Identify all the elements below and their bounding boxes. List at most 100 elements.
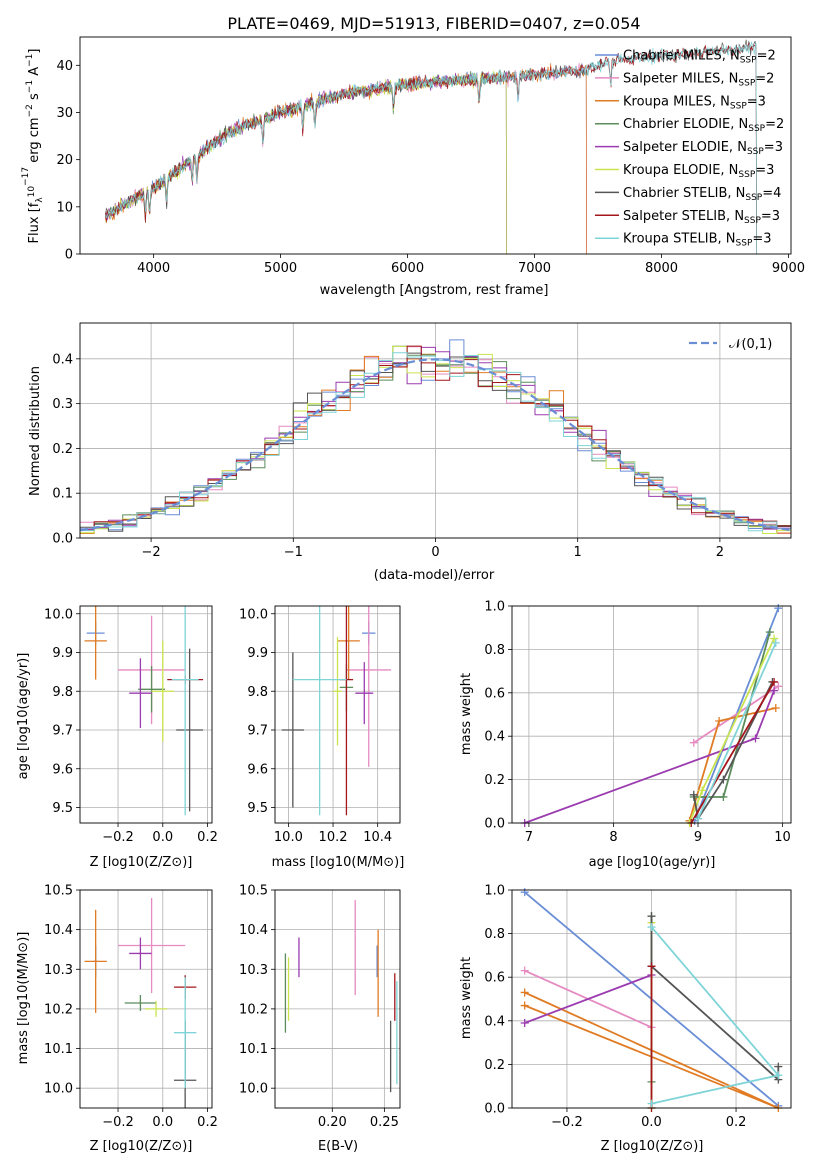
age_vs_mass-ytick-label: 9.6 xyxy=(247,762,268,777)
age_vs_Z-marks xyxy=(84,606,204,816)
massweight_vs_Z-marker xyxy=(647,962,656,971)
massz-xlabel: Z [log10(Z/Z⊙)] xyxy=(90,1139,193,1154)
massweight_vs_Z-xtick-label: 0.0 xyxy=(641,1115,662,1130)
spectrum-legend-label: Kroupa MILES, NSSP=3 xyxy=(623,94,766,111)
massweight_vs_age-marker xyxy=(770,634,779,643)
residuals-frame xyxy=(79,322,792,539)
spectrum-ytick-label: 0 xyxy=(65,248,73,263)
spectrum-ytick-label: 20 xyxy=(56,153,73,168)
massweight_vs_Z-marks xyxy=(520,888,783,1112)
massweight_vs_age-marker xyxy=(774,682,783,691)
spectrum-legend-label: Salpeter MILES, NSSP=2 xyxy=(623,71,774,88)
massweight_vs_age-xtick-label: 9 xyxy=(694,830,702,845)
massweight_vs_age-marker xyxy=(765,628,774,637)
massweight_vs_Z-marker xyxy=(647,1099,656,1108)
mass_vs_EBV-ytick-label: 10.4 xyxy=(239,923,268,938)
massweight_vs_age-marker xyxy=(698,786,707,795)
spectrum-series xyxy=(105,70,507,254)
agez-xlabel: Z [log10(Z/Z⊙)] xyxy=(90,855,193,870)
massweight_vs_age-xtick-label: 7 xyxy=(525,830,533,845)
mass_vs_Z-xtick-label: 0.0 xyxy=(152,1115,173,1130)
massweight_vs_Z-marker xyxy=(520,966,529,975)
massweight_vs_Z-marker xyxy=(520,1001,529,1010)
mass_vs_Z-ytick-label: 10.3 xyxy=(44,963,73,978)
spectrum-legend-label: Chabrier MILES, NSSP=2 xyxy=(623,49,776,66)
residuals-panel: −2 −1 0 1 2 0.0 0.1 0.2 0.3 0.4 𝒩(0,1) xyxy=(52,322,792,560)
residuals-ytick-label: 0.1 xyxy=(52,487,73,502)
massweight_vs_Z-ytick-label: 0.0 xyxy=(484,1102,505,1117)
spectrum-ytick-label: 10 xyxy=(56,200,73,215)
age_vs_Z-ytick-label: 9.8 xyxy=(52,685,73,700)
mass_vs_Z-grid xyxy=(80,889,212,1108)
massweight_vs_age-ytick-label: 0.4 xyxy=(484,730,505,745)
spectrum-xtick-label: 6000 xyxy=(391,261,424,276)
mass_vs_EBV-ytick-label: 10.1 xyxy=(239,1042,268,1057)
age_vs_Z-panel: −0.2 0.0 0.2 9.5 9.6 9.7 9.8 9.9 10.0 xyxy=(44,605,218,845)
mwage-ylabel: mass weight xyxy=(459,673,474,755)
massweight_vs_age-ytick-label: 1.0 xyxy=(484,600,505,615)
age_vs_Z-grid xyxy=(80,606,212,823)
massweight_vs_age-marker xyxy=(689,738,698,747)
residuals-ytick-label: 0.4 xyxy=(52,352,73,367)
figure-title: PLATE=0469, MJD=51913, FIBERID=0407, z=0… xyxy=(227,14,640,33)
spectrum-legend-label: Kroupa ELODIE, NSSP=3 xyxy=(623,163,774,180)
residuals-ytick-label: 0.0 xyxy=(52,532,73,547)
massweight_vs_age-frame xyxy=(511,605,792,824)
mass_vs_EBV-panel: 0.20 0.25 10.0 10.1 10.2 10.3 10.4 10.5 xyxy=(239,884,401,1130)
age_vs_mass-xtick-label: 10.2 xyxy=(319,830,348,845)
spectrum-legend-label: Salpeter ELODIE, NSSP=3 xyxy=(623,140,783,157)
mwz-ylabel: mass weight xyxy=(459,957,474,1039)
massweight_vs_age-line xyxy=(690,681,775,824)
residuals-ytick-label: 0.3 xyxy=(52,397,73,412)
massweight_vs_Z-marker xyxy=(774,1062,783,1071)
massweight_vs_Z-ytick-label: 0.8 xyxy=(484,927,505,942)
age_vs_Z-frame xyxy=(79,605,213,824)
age_vs_Z-xtick-label: 0.0 xyxy=(152,830,173,845)
age_vs_mass-panel: 10.0 10.2 10.4 9.5 9.6 9.7 9.8 9.9 10.0 xyxy=(239,605,401,845)
mass_vs_EBV-xtick-label: 0.25 xyxy=(370,1115,399,1130)
mass_vs_EBV-ytick-label: 10.5 xyxy=(239,884,268,899)
residuals-marks xyxy=(80,339,791,534)
residuals-xtick-label: −2 xyxy=(142,545,161,560)
mass_vs_EBV-xtick-label: 0.20 xyxy=(318,1115,347,1130)
age_vs_Z-ytick-label: 10.0 xyxy=(44,607,73,622)
massweight_vs_age-ytick-label: 0.0 xyxy=(484,817,505,832)
mass_vs_Z-ytick-label: 10.2 xyxy=(44,1002,73,1017)
massweight_vs_Z-xtick-label: 0.2 xyxy=(726,1115,747,1130)
massweight_vs_age-marker xyxy=(719,792,728,801)
spectrum-frame xyxy=(79,36,792,255)
massweight_vs_Z-marker xyxy=(647,912,656,921)
spectrum-xtick-label: 5000 xyxy=(264,261,297,276)
mass_vs_Z-ytick-label: 10.4 xyxy=(44,923,73,938)
agemass-xlabel: mass [log10(M/M⊙)] xyxy=(272,855,405,870)
spectrum-xtick-label: 7000 xyxy=(518,261,551,276)
spectrum-legend-label: Salpeter STELIB, NSSP=3 xyxy=(623,209,780,226)
agez-ylabel: age [log10(age/yr)] xyxy=(16,653,31,780)
massweight_vs_Z-marker xyxy=(774,1071,783,1080)
massweight_vs_age-marker xyxy=(689,790,698,799)
age_vs_mass-frame xyxy=(274,605,401,824)
mass_vs_Z-frame xyxy=(79,889,213,1109)
spectrum-legend: Chabrier MILES, NSSP=2 Salpeter MILES, NS… xyxy=(595,49,784,249)
spectrum-xtick-label: 8000 xyxy=(645,261,678,276)
spectrum-xtick-label: 9000 xyxy=(772,261,805,276)
age_vs_mass-ytick-label: 9.5 xyxy=(247,801,268,816)
spectrum-ylabel: Flux [fλ10−17 erg cm−2 s−1 A−1] xyxy=(21,49,45,244)
residuals-xlabel: (data-model)/error xyxy=(374,568,495,583)
massweight_vs_age-ytick-label: 0.6 xyxy=(484,686,505,701)
massweight_vs_Z-line xyxy=(524,974,652,1024)
residuals-legend-label: 𝒩(0,1) xyxy=(729,337,772,352)
massweight_vs_age-marker xyxy=(751,734,760,743)
massweight_vs_Z-ytick-label: 0.2 xyxy=(484,1058,505,1073)
spectrum-ytick-label: 30 xyxy=(56,106,73,121)
spectrum-xlabel: wavelength [Angstrom, rest frame] xyxy=(320,283,549,298)
residuals-ylabel: Normed distribution xyxy=(28,366,43,496)
massweight_vs_Z-frame xyxy=(511,889,792,1109)
massweight_vs_age-marker xyxy=(715,717,724,726)
age_vs_Z-ytick-label: 9.9 xyxy=(52,646,73,661)
spectrum-series xyxy=(105,69,507,254)
massweight_vs_Z-marker xyxy=(520,988,529,997)
mass_vs_Z-xtick-label: −0.2 xyxy=(102,1115,134,1130)
mass_vs_Z-panel: −0.2 0.0 0.2 10.0 10.1 10.2 10.3 10.4 10.5 xyxy=(44,884,218,1131)
massweight_vs_age-xtick-label: 8 xyxy=(609,830,617,845)
